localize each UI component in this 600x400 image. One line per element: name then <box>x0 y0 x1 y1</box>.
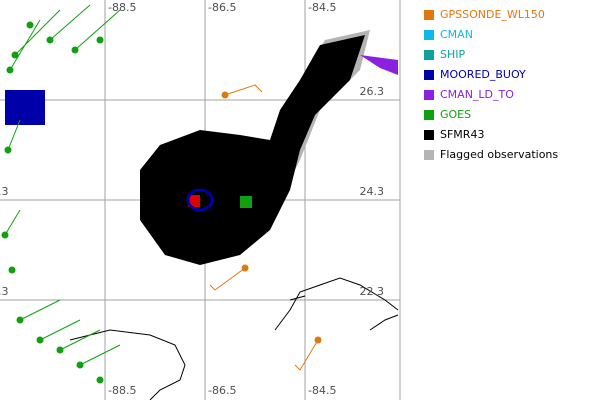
legend-label: SFMR43 <box>440 128 484 141</box>
coastline <box>69 277 399 400</box>
legend-label: GOES <box>440 108 471 121</box>
lat-label: 26.3 <box>360 85 385 98</box>
lat-label: 24.3 <box>0 185 9 198</box>
lat-label: 22.3 <box>360 285 385 298</box>
legend-swatch <box>424 110 434 120</box>
legend-swatch <box>424 150 434 160</box>
legend-label: SHIP <box>440 48 465 61</box>
lat-label: 22.3 <box>0 285 9 298</box>
moored-buoy-marks <box>5 90 45 125</box>
legend-swatch <box>424 10 434 20</box>
gpssonde-marks <box>209 84 322 371</box>
legend-swatch <box>424 50 434 60</box>
legend-label: Flagged observations <box>440 148 558 161</box>
legend-swatch <box>424 130 434 140</box>
lat-label: 24.3 <box>360 185 385 198</box>
lon-label: -88.5 <box>108 384 136 397</box>
legend-label: MOORED_BUOY <box>440 68 526 81</box>
lon-label: -86.5 <box>208 384 236 397</box>
lon-label: -88.5 <box>108 1 136 14</box>
legend-swatch <box>424 70 434 80</box>
goes-marks <box>1 4 121 384</box>
legend-label: GPSSONDE_WL150 <box>440 8 545 21</box>
legend-swatch <box>424 90 434 100</box>
cman-ld-to-marks <box>360 55 398 75</box>
legend: GPSSONDE_WL150 CMAN SHIP MOORED_BUOY CMAN_LD… <box>424 8 558 161</box>
lon-label: -84.5 <box>308 384 336 397</box>
legend-swatch <box>424 30 434 40</box>
legend-label: CMAN <box>440 28 473 41</box>
sfmr-track <box>140 35 365 265</box>
legend-label: CMAN_LD_TO <box>440 88 514 101</box>
lon-label: -86.5 <box>208 1 236 14</box>
lon-label: -84.5 <box>308 1 336 14</box>
grid-labels: -88.5 -88.5 -86.5 -86.5 -84.5 -84.5 26.3 24.3 24… <box>0 1 384 397</box>
